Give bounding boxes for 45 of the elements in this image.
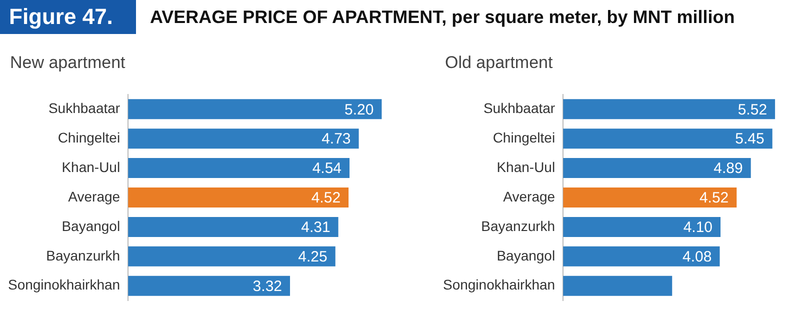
- data-label: 4.25: [298, 248, 328, 266]
- data-label: 5.20: [344, 101, 374, 118]
- y-tick-label: Songinokhairkhan: [8, 276, 120, 293]
- bar: [563, 128, 772, 149]
- y-tick-label: Average: [503, 188, 556, 204]
- y-tick-label: Khan-Uul: [62, 158, 120, 175]
- y-tick-label: Chingeltei: [58, 129, 120, 146]
- bar: [563, 246, 720, 266]
- y-tick-label: Khan-Uul: [496, 158, 556, 175]
- y-tick-label: Chingeltei: [492, 129, 556, 146]
- data-label: 4.52: [311, 190, 341, 207]
- data-label: 5.45: [735, 130, 764, 148]
- bar: [563, 216, 721, 237]
- data-label: 3.32: [252, 278, 282, 296]
- bar: [128, 216, 338, 237]
- bar: [563, 99, 776, 120]
- y-tick-label: Songinokhairkhan: [442, 276, 556, 293]
- data-label: 4.73: [322, 130, 351, 148]
- data-label: 4.54: [312, 160, 342, 178]
- bar: [128, 158, 350, 178]
- y-tick-label: Bayanzurkh: [46, 247, 120, 264]
- y-tick-label: Sukhbaatar: [483, 100, 556, 116]
- y-tick-label: Bayangol: [62, 218, 120, 234]
- bar: [128, 276, 290, 296]
- y-tick-label: Bayangol: [496, 247, 556, 264]
- caption: Figure 47.: [0, 0, 136, 34]
- chart-title: Old apartment: [444, 52, 554, 74]
- bar: [128, 187, 349, 208]
- bar: [128, 128, 359, 149]
- text: AVERAGE PRICE OF APARTMENT, per square meter, by MNT million: [150, 6, 735, 29]
- bar: [563, 276, 672, 296]
- y-tick-label: Average: [68, 188, 120, 204]
- data-label: 4.10: [683, 219, 713, 236]
- data-label: 4.52: [699, 190, 729, 207]
- data-label: 4.08: [682, 248, 712, 266]
- bar: [563, 158, 751, 178]
- data-label: 4.89: [714, 160, 743, 178]
- bar: [128, 99, 382, 120]
- y-tick-label: Sukhbaatar: [48, 100, 120, 116]
- data-label: 5.52: [738, 101, 768, 118]
- bar: [128, 246, 336, 266]
- bar: [563, 187, 737, 208]
- y-tick-label: Bayanzurkh: [481, 218, 556, 234]
- chart-title: New apartment: [9, 52, 126, 74]
- data-label: 4.31: [301, 219, 330, 236]
